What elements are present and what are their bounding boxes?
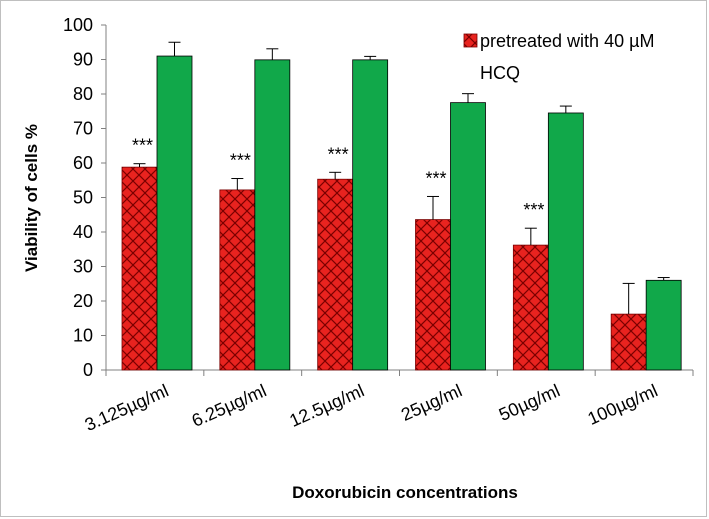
x-tick-label: 25µg/ml <box>398 380 465 424</box>
x-axis-title: Doxorubicin concentrations <box>292 483 518 502</box>
x-tick-label: 6.25µg/ml <box>189 380 270 431</box>
y-tick-label: 20 <box>73 291 93 311</box>
significance-label: *** <box>523 200 544 220</box>
y-tick-labels: 0 10 20 30 40 50 60 70 80 90 100 <box>63 15 93 380</box>
legend-swatch-hcq <box>463 33 478 48</box>
bar-hcq <box>317 178 354 371</box>
significance-label: *** <box>425 168 446 188</box>
y-tick-label: 60 <box>73 153 93 173</box>
x-tick-label: 50µg/ml <box>496 380 563 424</box>
x-tick-labels: 3.125µg/ml 6.25µg/ml 12.5µg/ml 25µg/ml 50µg/… <box>82 380 661 435</box>
legend-label-line-2: HCQ <box>480 63 520 83</box>
y-tick-label: 50 <box>73 188 93 208</box>
y-tick-label: 0 <box>83 360 93 380</box>
x-tick-label: 100µg/ml <box>585 380 661 429</box>
bar-series-2 <box>156 55 193 371</box>
plot-area: *** *** *** *** *** <box>101 24 694 376</box>
bar-series-2 <box>254 59 291 371</box>
x-tick-label: 3.125µg/ml <box>82 380 172 435</box>
bar-hcq <box>415 219 451 371</box>
legend: pretreated with 40 µM HCQ <box>463 31 654 83</box>
bar-hcq <box>512 244 549 371</box>
y-tick-label: 100 <box>63 15 93 35</box>
y-tick-label: 40 <box>73 222 93 242</box>
bar-series-2 <box>450 102 486 371</box>
y-tick-label: 10 <box>73 326 93 346</box>
y-tick-label: 90 <box>73 50 93 70</box>
bar-hcq <box>121 166 158 371</box>
significance-label: *** <box>230 151 251 171</box>
bar-hcq <box>610 313 647 371</box>
significance-label: *** <box>328 144 349 164</box>
y-axis-title: Viability of cells % <box>22 124 41 272</box>
bar-series-2 <box>645 279 682 371</box>
y-tick-label: 80 <box>73 84 93 104</box>
y-tick-label: 30 <box>73 257 93 277</box>
x-tick-label: 12.5µg/ml <box>287 380 368 431</box>
legend-label-line-1: pretreated with 40 µM <box>480 31 654 51</box>
bar-hcq <box>219 189 256 371</box>
significance-label: *** <box>132 136 153 156</box>
y-tick-label: 70 <box>73 119 93 139</box>
bar-series-2 <box>352 59 389 371</box>
bar-series-2 <box>547 112 584 371</box>
